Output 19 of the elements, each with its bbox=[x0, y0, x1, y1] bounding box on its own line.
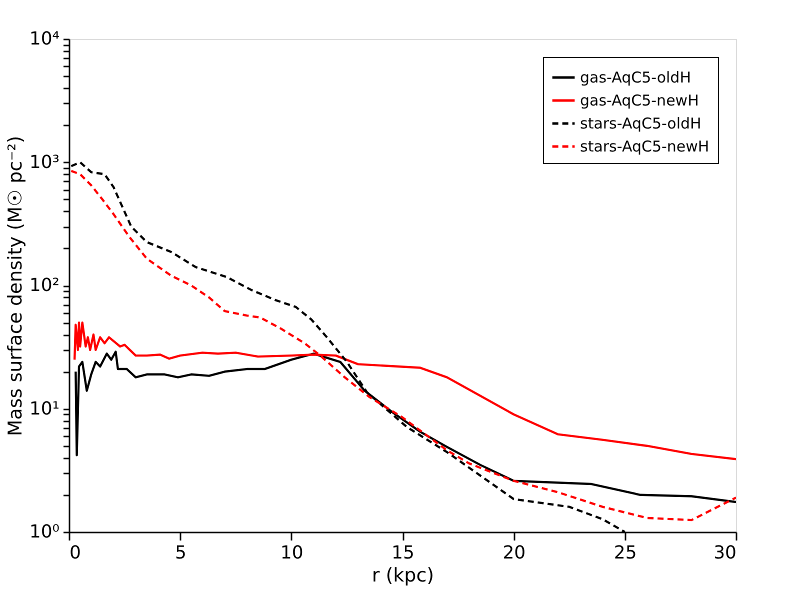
legend-label: gas-AqC5-oldH bbox=[580, 68, 691, 86]
x-tick-label: 5 bbox=[174, 542, 186, 564]
y-tick-label: 10¹ bbox=[29, 398, 60, 420]
y-tick-label: 10⁰ bbox=[29, 522, 60, 542]
x-tick-label: 10 bbox=[280, 542, 304, 564]
x-tick-label: 20 bbox=[502, 542, 526, 564]
legend-label: stars-AqC5-newH bbox=[580, 138, 710, 156]
legend-label: stars-AqC5-oldH bbox=[580, 114, 702, 132]
legend-label: gas-AqC5-newH bbox=[580, 92, 699, 110]
x-tick-label: 15 bbox=[392, 542, 414, 564]
y-axis-title: Mass surface density (M☉ pc⁻²) bbox=[4, 136, 26, 436]
line-series bbox=[70, 170, 736, 522]
y-tick-label: 10³ bbox=[29, 152, 60, 173]
x-axis-title: r (kpc) bbox=[372, 564, 434, 586]
x-tick-label: 30 bbox=[714, 542, 736, 564]
x-tick-label: 0 bbox=[70, 542, 81, 564]
y-tick-label: 10⁴ bbox=[29, 28, 60, 50]
y-tick-label: 10² bbox=[29, 275, 60, 296]
x-tick-label: 25 bbox=[614, 542, 637, 564]
